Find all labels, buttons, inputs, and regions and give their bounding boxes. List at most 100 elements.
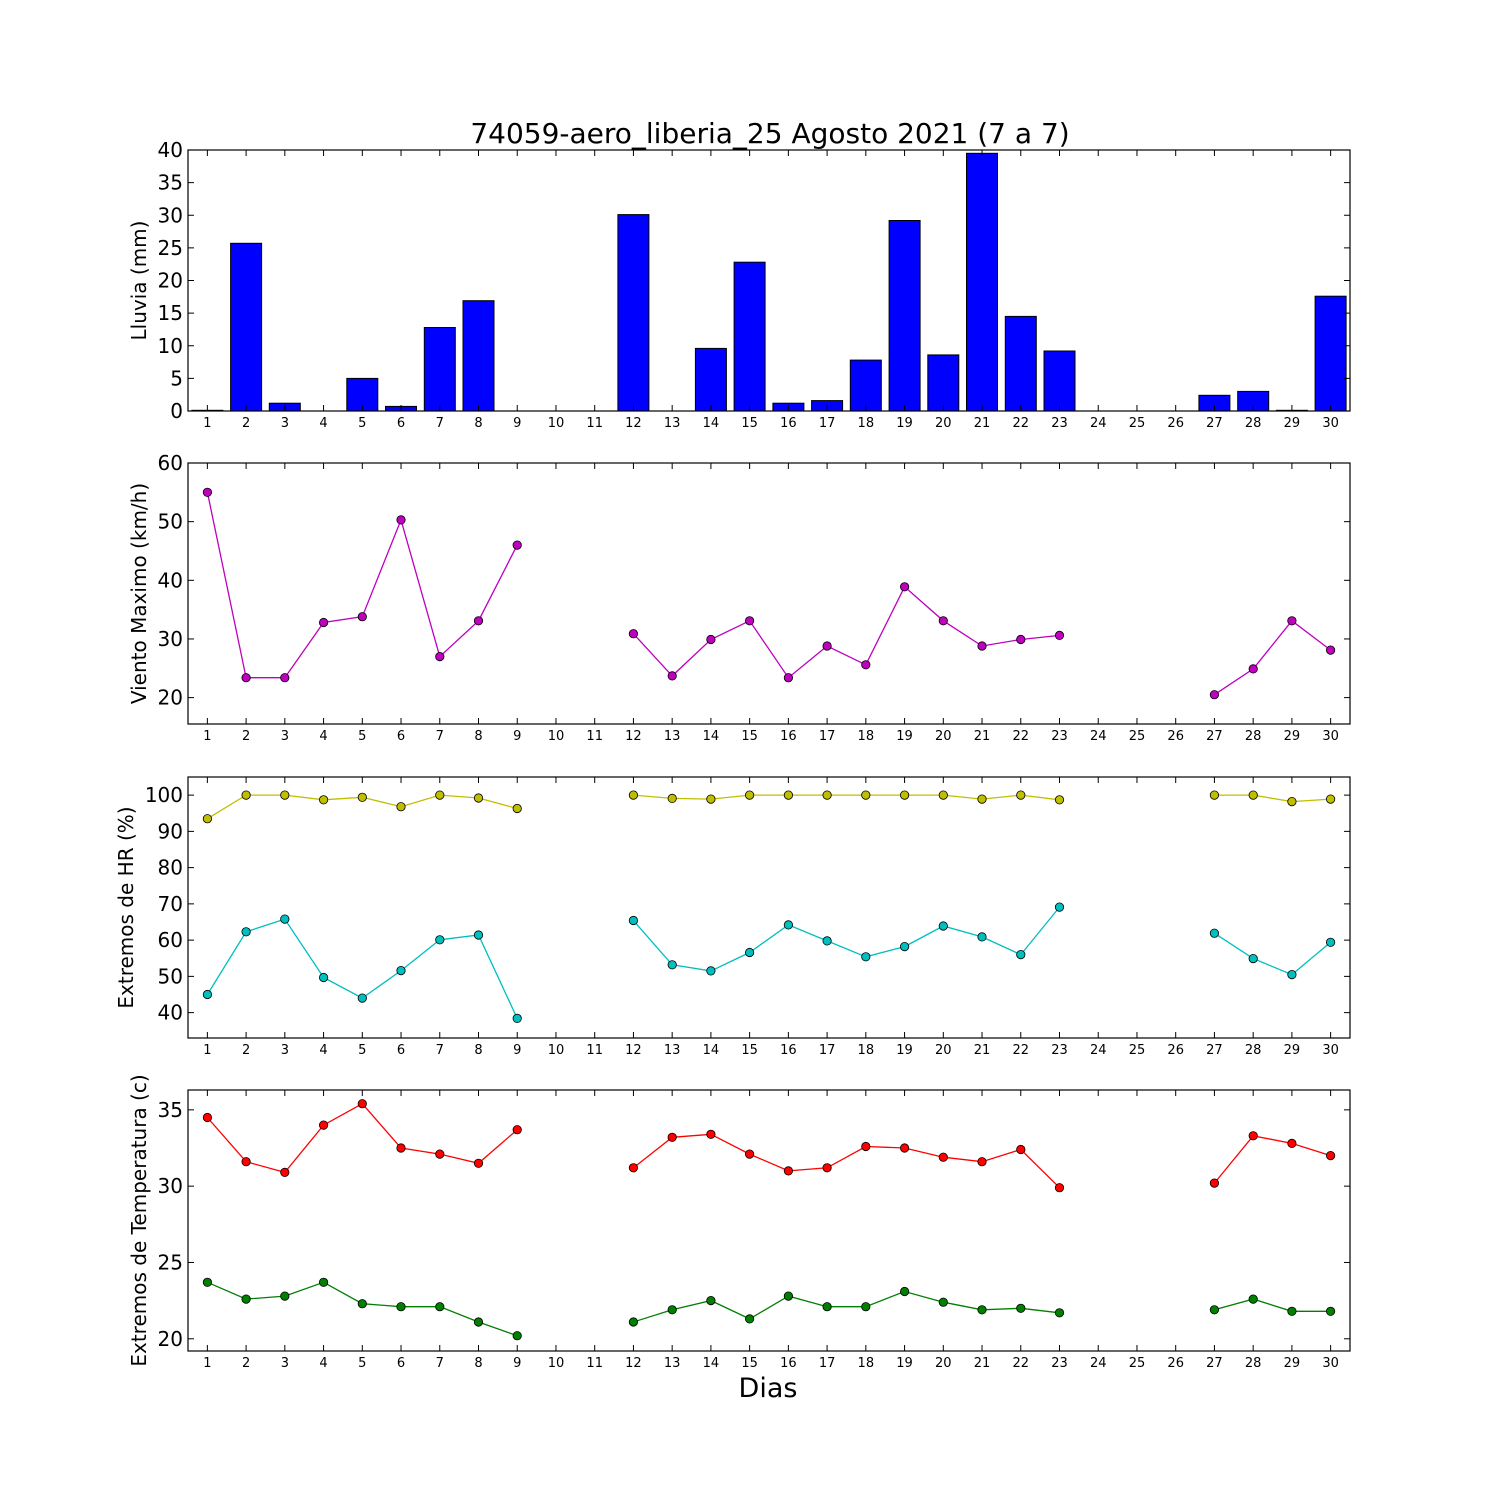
x-tick-label: 1 xyxy=(203,729,211,744)
data-point-day-23 xyxy=(1054,630,1065,641)
y-tick-label: 40 xyxy=(158,138,183,162)
x-tick-label: 28 xyxy=(1245,1356,1262,1371)
data-point-day-16 xyxy=(783,1291,794,1301)
y-axis-label: Extremos de HR (%) xyxy=(114,806,138,1008)
x-tick-label: 5 xyxy=(358,1356,366,1371)
x-tick-label: 26 xyxy=(1167,416,1184,431)
x-tick-label: 13 xyxy=(664,729,681,744)
x-tick-label: 28 xyxy=(1245,416,1262,431)
data-point-day-5 xyxy=(357,1099,367,1109)
data-point-day-17 xyxy=(822,790,832,800)
x-tick-label: 6 xyxy=(397,729,405,744)
data-point-day-27 xyxy=(1209,790,1220,800)
x-tick-label: 22 xyxy=(1012,729,1029,744)
rain-bar-day-30 xyxy=(1314,295,1347,412)
data-point-day-8 xyxy=(473,793,484,803)
data-point-day-21 xyxy=(977,794,987,804)
x-tick-label: 26 xyxy=(1167,729,1184,744)
data-point-day-15 xyxy=(744,1149,755,1159)
data-point-day-28 xyxy=(1248,790,1258,800)
x-tick-label: 11 xyxy=(586,416,603,431)
data-point-day-14 xyxy=(706,966,716,976)
data-point-day-4 xyxy=(318,1277,329,1287)
data-point-day-3 xyxy=(280,914,290,924)
data-point-day-9 xyxy=(512,803,522,814)
y-tick-label: 100 xyxy=(145,783,183,807)
x-tick-label: 6 xyxy=(397,416,405,431)
x-tick-label: 5 xyxy=(358,1043,366,1058)
data-point-day-3 xyxy=(280,790,290,800)
data-point-day-12 xyxy=(628,1163,639,1173)
x-tick-label: 18 xyxy=(858,416,875,431)
x-tick-label: 13 xyxy=(664,416,681,431)
x-tick-label: 6 xyxy=(397,1043,405,1058)
y-tick-label: 15 xyxy=(158,301,183,325)
data-point-day-4 xyxy=(318,972,329,983)
data-point-day-30 xyxy=(1326,1306,1336,1316)
data-point-day-2 xyxy=(241,927,251,937)
x-tick-label: 3 xyxy=(281,416,289,431)
x-tick-label: 29 xyxy=(1284,1356,1301,1371)
data-point-day-8 xyxy=(473,930,484,940)
data-point-day-29 xyxy=(1287,796,1297,807)
x-tick-label: 20 xyxy=(935,729,952,744)
y-tick-label: 90 xyxy=(158,819,183,843)
x-tick-label: 3 xyxy=(281,1043,289,1058)
x-tick-label: 14 xyxy=(703,1356,720,1371)
data-point-day-23 xyxy=(1054,1183,1065,1193)
x-tick-label: 21 xyxy=(974,1043,991,1058)
data-point-day-12 xyxy=(628,629,639,639)
x-tick-label: 17 xyxy=(819,1356,836,1371)
data-point-day-28 xyxy=(1248,953,1258,964)
rain-bar-day-14 xyxy=(694,347,727,412)
data-point-day-4 xyxy=(318,1120,329,1130)
x-tick-label: 14 xyxy=(703,1043,720,1058)
data-point-day-8 xyxy=(473,616,484,626)
data-point-day-22 xyxy=(1016,634,1026,645)
data-point-day-16 xyxy=(783,920,794,930)
y-axis-label: Extremos de Temperatura (c) xyxy=(127,1074,151,1366)
data-point-day-3 xyxy=(280,1167,290,1178)
rain-bar-day-18 xyxy=(849,359,882,412)
data-point-day-6 xyxy=(396,515,406,525)
data-point-day-13 xyxy=(667,671,677,681)
data-point-day-6 xyxy=(396,802,406,812)
x-tick-label: 24 xyxy=(1090,416,1107,431)
x-tick-label: 25 xyxy=(1129,416,1146,431)
axes-frame xyxy=(187,776,1351,1039)
series-line xyxy=(206,492,518,679)
data-point-day-27 xyxy=(1209,690,1220,700)
data-point-day-4 xyxy=(318,795,329,805)
data-point-day-8 xyxy=(473,1158,484,1168)
series-line xyxy=(633,1290,1060,1323)
series-line xyxy=(632,585,1060,679)
data-point-day-16 xyxy=(783,790,794,800)
x-tick-label: 29 xyxy=(1284,416,1301,431)
data-point-day-21 xyxy=(977,641,987,651)
x-tick-label: 6 xyxy=(397,1356,405,1371)
x-tick-label: 27 xyxy=(1206,1043,1223,1058)
data-point-day-14 xyxy=(706,1129,716,1139)
series-line xyxy=(207,1281,518,1337)
y-tick-label: 10 xyxy=(158,334,183,358)
data-point-day-19 xyxy=(899,941,910,952)
series-line xyxy=(1214,1298,1331,1312)
x-tick-label: 23 xyxy=(1051,1356,1068,1371)
data-point-day-27 xyxy=(1209,1178,1220,1188)
series-line xyxy=(633,794,1060,801)
x-tick-label: 3 xyxy=(281,1356,289,1371)
x-tick-label: 19 xyxy=(896,1356,913,1371)
data-point-day-20 xyxy=(938,616,948,626)
data-point-day-13 xyxy=(667,1132,677,1142)
data-point-day-17 xyxy=(822,641,832,651)
data-point-day-1 xyxy=(202,814,212,824)
data-point-day-6 xyxy=(396,1302,406,1312)
series-line xyxy=(1214,794,1331,803)
data-point-day-7 xyxy=(435,1149,445,1159)
series-line xyxy=(632,906,1061,972)
data-point-day-22 xyxy=(1016,1303,1026,1313)
x-tick-label: 15 xyxy=(741,729,758,744)
